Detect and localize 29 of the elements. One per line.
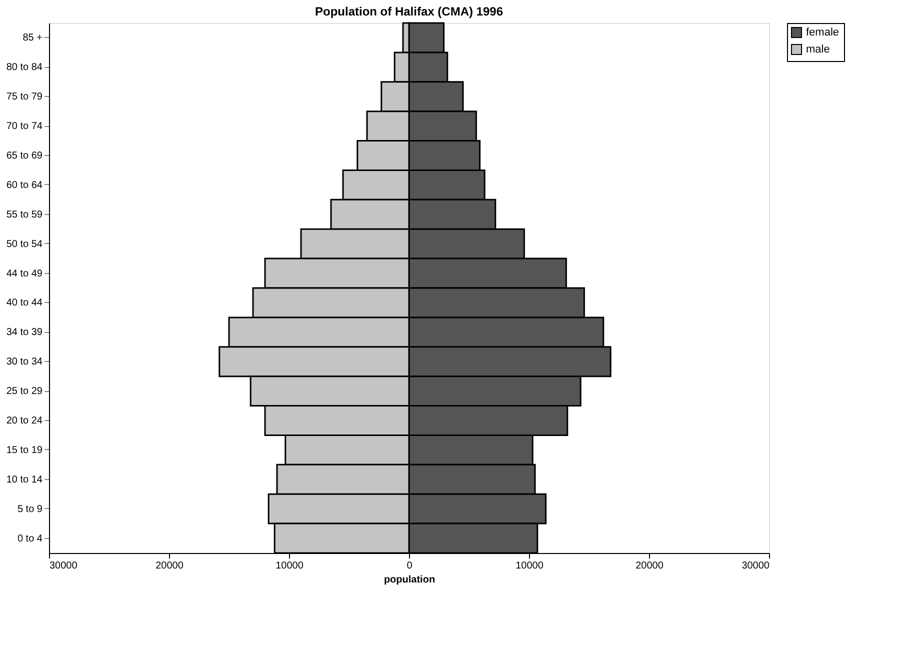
- y-tick-label: 55 to 59: [6, 209, 43, 220]
- x-tick-label: 20000: [636, 560, 664, 572]
- y-tick-label: 85 +: [22, 32, 43, 44]
- y-tick-label: 40 to 44: [6, 298, 43, 309]
- y-tick-label: 80 to 84: [6, 62, 43, 74]
- y-tick-label: 5 to 9: [17, 504, 43, 515]
- y-tick-label: 65 to 69: [6, 150, 43, 162]
- legend-label: male: [806, 44, 830, 56]
- x-tick-label: 0: [406, 560, 413, 572]
- x-tick-label: 20000: [156, 560, 184, 572]
- y-tick-label: 70 to 74: [6, 121, 43, 132]
- y-tick-label: 75 to 79: [6, 92, 43, 103]
- y-tick-label: 0 to 4: [17, 533, 43, 544]
- x-axis-title: population: [384, 574, 436, 586]
- x-tick-label: 30000: [742, 560, 770, 572]
- y-tick-label: 25 to 29: [6, 386, 43, 398]
- y-tick-label: 60 to 64: [6, 180, 43, 191]
- x-tick-label: 30000: [50, 560, 78, 572]
- y-tick-label: 34 to 39: [6, 327, 43, 338]
- y-tick-label: 15 to 19: [6, 444, 43, 456]
- y-tick-label: 30 to 34: [6, 356, 43, 368]
- legend-label: female: [806, 26, 840, 38]
- y-tick-label: 50 to 54: [6, 238, 43, 250]
- y-tick-label: 20 to 24: [6, 416, 43, 426]
- chart-title: Population of Halifax (CMA) 1996: [314, 4, 504, 18]
- x-tick-label: 10000: [516, 560, 544, 572]
- x-tick-label: 10000: [276, 560, 304, 572]
- y-tick-label: 10 to 14: [6, 474, 43, 486]
- y-tick-label: 44 to 49: [6, 268, 43, 280]
